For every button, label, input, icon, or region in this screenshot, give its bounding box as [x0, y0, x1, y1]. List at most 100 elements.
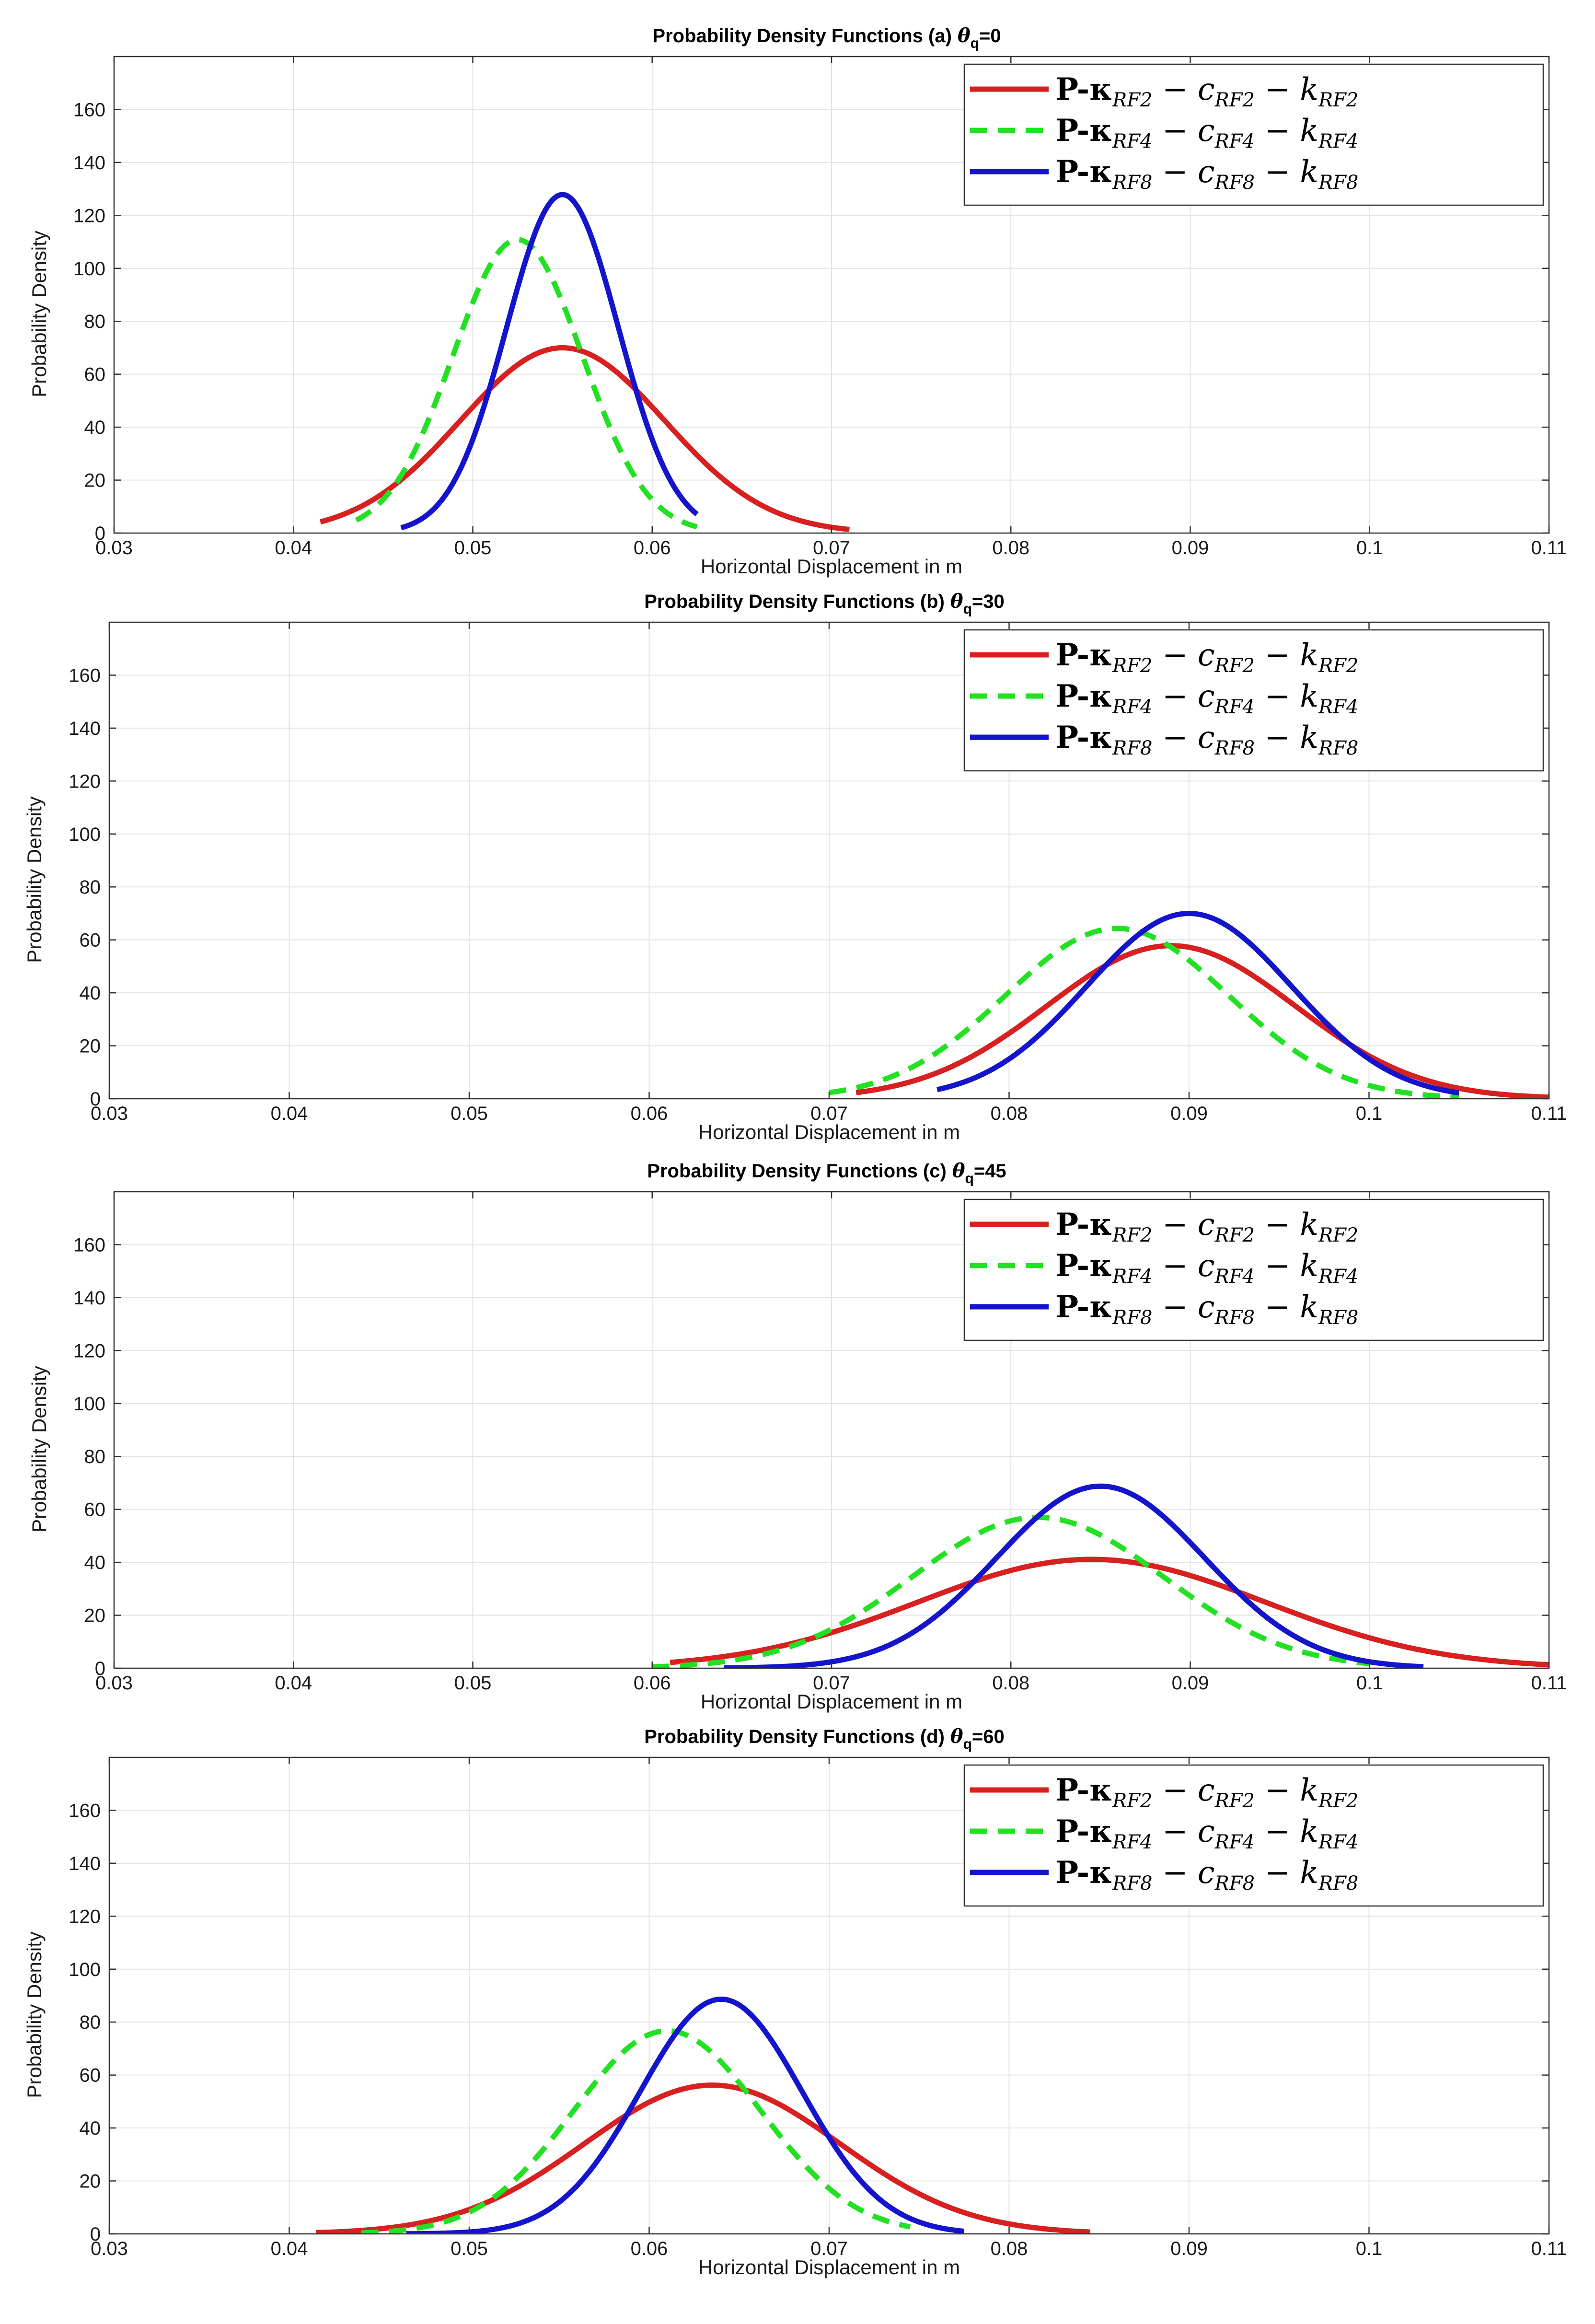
y-tick-label: 0	[95, 1658, 105, 1679]
panel-title: Probability Density Functions (d) θq=60	[644, 1725, 1005, 1752]
x-tick-label: 0.11	[1531, 1103, 1567, 1124]
series-line-rf2	[320, 345, 850, 532]
x-tick-label: 0.1	[1356, 537, 1383, 558]
legend-entry-rf2: P-κRF2 − cRF2 − kRF2	[1055, 71, 1358, 111]
x-tick-label: 0.03	[91, 2238, 128, 2259]
y-tick-label: 60	[84, 364, 106, 385]
x-tick-label: 0.05	[454, 1673, 492, 1694]
x-tick-label: 0.11	[1531, 537, 1567, 558]
x-tick-label: 0.05	[451, 1103, 488, 1124]
series-line-rf2	[855, 943, 1549, 1099]
legend-entry-rf8: P-κRF8 − cRF8 − kRF8	[1055, 154, 1358, 194]
legend-box	[963, 63, 1544, 206]
x-tick-label: 0.07	[813, 1673, 850, 1694]
series-line-rf8	[400, 192, 699, 531]
y-tick-label: 40	[80, 2118, 101, 2139]
series-line-rf4	[355, 237, 698, 530]
legend-entry-rf8: P-κRF8 − cRF8 − kRF8	[1055, 720, 1358, 759]
x-tick-label: 0.08	[992, 537, 1029, 558]
y-tick-label: 40	[84, 417, 106, 438]
y-tick-label: 100	[69, 824, 101, 845]
y-tick-label: 120	[73, 205, 105, 226]
chart-panel-2: 0.03 0.04 0.05 0.06 0.07 0.08 0.09 0.1 0.11 0 20 40…	[23, 590, 1567, 1143]
legend-entry-rf4: P-κRF4 − cRF4 − kRF4	[1055, 678, 1358, 718]
series-line-rf4	[361, 2028, 911, 2234]
series-line-rf4	[652, 1514, 1370, 1668]
x-tick-label: 0.11	[1531, 2238, 1567, 2259]
legend-box	[963, 1764, 1544, 1907]
y-tick-label: 20	[84, 470, 106, 491]
legend-entry-rf8: P-κRF8 − cRF8 − kRF8	[1055, 1855, 1358, 1894]
panel-title: Probability Density Functions (a) θq=0	[652, 24, 1001, 51]
x-tick-label: 0.05	[451, 2238, 488, 2259]
x-tick-label: 0.1	[1356, 1673, 1383, 1694]
y-tick-label: 60	[80, 2065, 101, 2086]
y-tick-label: 80	[80, 877, 101, 898]
y-tick-label: 160	[73, 99, 105, 120]
series-group	[316, 1997, 1090, 2234]
y-tick-label: 140	[69, 1853, 101, 1874]
y-axis-label: Probability Density	[23, 796, 46, 963]
chart-panel-3: 0.03 0.04 0.05 0.06 0.07 0.08 0.09 0.1 0.11 0 20 40…	[28, 1160, 1567, 1713]
chart-panel-4: 0.03 0.04 0.05 0.06 0.07 0.08 0.09 0.1 0.11 0 20 40…	[23, 1725, 1567, 2278]
x-tick-label: 0.1	[1356, 1103, 1383, 1124]
y-tick-label: 20	[80, 2171, 101, 2192]
y-axis-label: Probability Density	[23, 1931, 46, 2098]
y-tick-label: 100	[69, 1959, 101, 1980]
series-group	[829, 911, 1549, 1099]
x-tick-label: 0.04	[275, 537, 312, 558]
x-tick-label: 0.06	[631, 1103, 668, 1124]
y-tick-label: 60	[80, 930, 101, 951]
y-tick-label: 120	[69, 1906, 101, 1927]
legend-entry-rf8: P-κRF8 − cRF8 − kRF8	[1055, 1289, 1358, 1329]
series-line-rf8	[406, 1997, 965, 2234]
x-tick-label: 0.06	[631, 2238, 668, 2259]
x-tick-label: 0.04	[271, 2238, 308, 2259]
x-tick-label: 0.08	[991, 1103, 1028, 1124]
y-tick-label: 120	[73, 1340, 105, 1361]
x-tick-label: 0.04	[275, 1673, 312, 1694]
y-tick-label: 40	[84, 1552, 106, 1573]
x-tick-label: 0.04	[271, 1103, 308, 1124]
y-tick-label: 160	[69, 665, 101, 686]
y-tick-label: 60	[84, 1499, 106, 1521]
series-line-rf2	[316, 2082, 1090, 2234]
x-axis-label: Horizontal Displacement in m	[698, 1121, 960, 1143]
y-tick-label: 80	[80, 2012, 101, 2033]
y-tick-label: 140	[73, 152, 105, 174]
series-line-rf8	[724, 1483, 1424, 1668]
panel-title: Probability Density Functions (b) θq=30	[644, 590, 1005, 617]
series-line-rf8	[936, 911, 1460, 1096]
x-tick-label: 0.08	[991, 2238, 1028, 2259]
x-tick-label: 0.09	[1170, 2238, 1208, 2259]
y-tick-label: 160	[69, 1800, 101, 1821]
x-tick-label: 0.05	[454, 537, 492, 558]
legend-entry-rf4: P-κRF4 − cRF4 − kRF4	[1055, 113, 1358, 152]
x-axis-label: Horizontal Displacement in m	[701, 1690, 962, 1713]
y-axis-label: Probability Density	[28, 231, 50, 397]
x-tick-label: 0.1	[1356, 2238, 1383, 2259]
y-tick-label: 80	[84, 311, 106, 332]
legend-entry-rf2: P-κRF2 − cRF2 − kRF2	[1055, 637, 1358, 677]
x-tick-label: 0.06	[634, 537, 671, 558]
y-tick-label: 20	[84, 1605, 106, 1627]
x-tick-label: 0.07	[810, 2238, 848, 2259]
y-tick-label: 40	[80, 983, 101, 1004]
y-tick-label: 100	[73, 258, 105, 279]
x-axis-label: Horizontal Displacement in m	[698, 2256, 960, 2278]
y-axis-label: Probability Density	[28, 1366, 50, 1533]
legend-box	[963, 629, 1544, 772]
chart-panel-1: 0.03 0.04 0.05 0.06 0.07 0.08 0.09 0.1 0.11 0 20 40…	[28, 24, 1567, 578]
panel-title: Probability Density Functions (c) θq=45	[647, 1160, 1006, 1186]
x-tick-label: 0.07	[810, 1103, 848, 1124]
y-tick-label: 0	[90, 2224, 101, 2245]
x-tick-label: 0.09	[1172, 537, 1209, 558]
y-tick-label: 20	[80, 1036, 101, 1057]
y-tick-label: 0	[95, 523, 105, 544]
x-tick-label: 0.03	[95, 537, 133, 558]
legend-entry-rf4: P-κRF4 − cRF4 − kRF4	[1055, 1813, 1358, 1853]
